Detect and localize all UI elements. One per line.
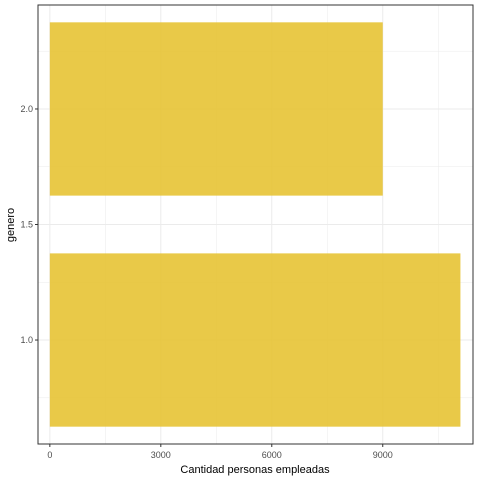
x-tick-label: 9000	[373, 450, 393, 460]
x-axis: 0 3000 6000 9000	[47, 444, 393, 460]
x-tick-label: 3000	[151, 450, 171, 460]
bar-genero-1	[49, 253, 461, 427]
y-axis-title: genero	[5, 208, 17, 242]
y-tick-label: 2.0	[20, 104, 33, 114]
x-tick-label: 6000	[262, 450, 282, 460]
y-axis: 1.0 1.5 2.0	[20, 104, 38, 345]
x-tick-label: 0	[47, 450, 52, 460]
bars	[49, 22, 461, 427]
y-tick-label: 1.0	[20, 335, 33, 345]
x-axis-title: Cantidad personas empleadas	[180, 464, 330, 476]
y-tick-label: 1.5	[20, 220, 33, 230]
bar-genero-2	[49, 22, 383, 196]
